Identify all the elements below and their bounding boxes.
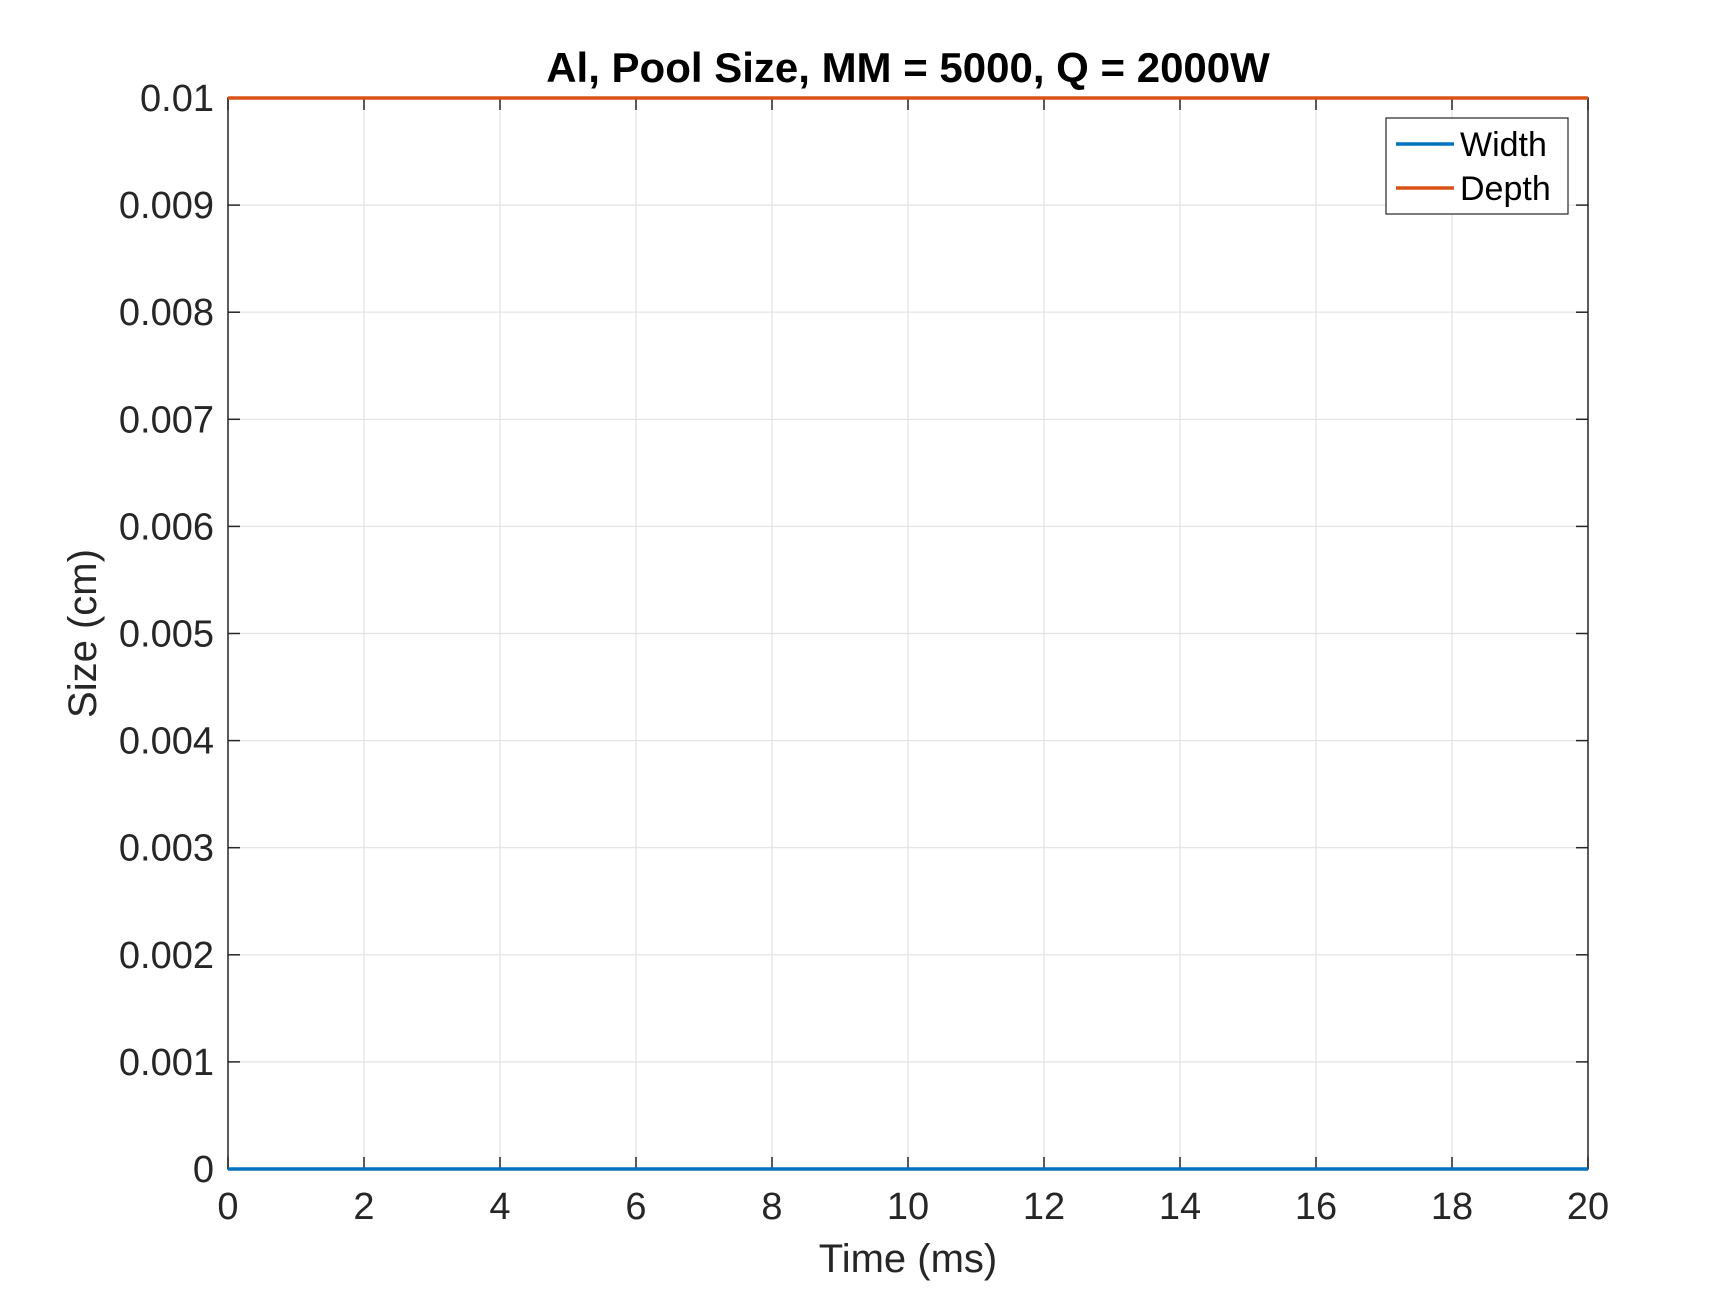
legend: Width Depth xyxy=(1385,117,1569,215)
y-tick-label: 0.004 xyxy=(119,721,214,763)
y-tick-label: 0.003 xyxy=(119,828,214,870)
x-tick-label: 8 xyxy=(761,1186,782,1228)
y-tick-label: 0.002 xyxy=(119,935,214,977)
legend-box xyxy=(1385,117,1569,215)
legend-label-width: Width xyxy=(1460,126,1547,164)
y-tick-label: 0 xyxy=(193,1149,214,1191)
x-tick-label: 20 xyxy=(1567,1186,1609,1228)
x-tick-label: 6 xyxy=(625,1186,646,1228)
y-tick-label: 0.006 xyxy=(119,506,214,548)
x-tick-label: 18 xyxy=(1431,1186,1473,1228)
x-tick-label: 12 xyxy=(1023,1186,1065,1228)
x-axis-label: Time (ms) xyxy=(819,1237,997,1281)
x-tick-label: 2 xyxy=(353,1186,374,1228)
chart-title: Al, Pool Size, MM = 5000, Q = 2000W xyxy=(546,44,1270,91)
x-tick-label: 0 xyxy=(217,1186,238,1228)
y-tick-label: 0.005 xyxy=(119,614,214,656)
axis-ticks: 0 2 4 6 8 10 12 14 16 18 20 0 0.001 0.002 0.003 0.004 0.… xyxy=(119,78,1609,1228)
x-tick-label: 4 xyxy=(489,1186,510,1228)
x-tick-label: 14 xyxy=(1159,1186,1201,1228)
x-tick-label: 10 xyxy=(887,1186,929,1228)
y-tick-label: 0.01 xyxy=(140,78,214,120)
y-tick-label: 0.009 xyxy=(119,185,214,227)
series-lines xyxy=(228,96,1588,1171)
y-axis-label: Size (cm) xyxy=(61,549,105,718)
y-tick-label: 0.008 xyxy=(119,292,214,334)
y-tick-label: 0.001 xyxy=(119,1042,214,1084)
legend-label-depth: Depth xyxy=(1460,170,1551,208)
x-tick-label: 16 xyxy=(1295,1186,1337,1228)
y-tick-label: 0.007 xyxy=(119,399,214,441)
